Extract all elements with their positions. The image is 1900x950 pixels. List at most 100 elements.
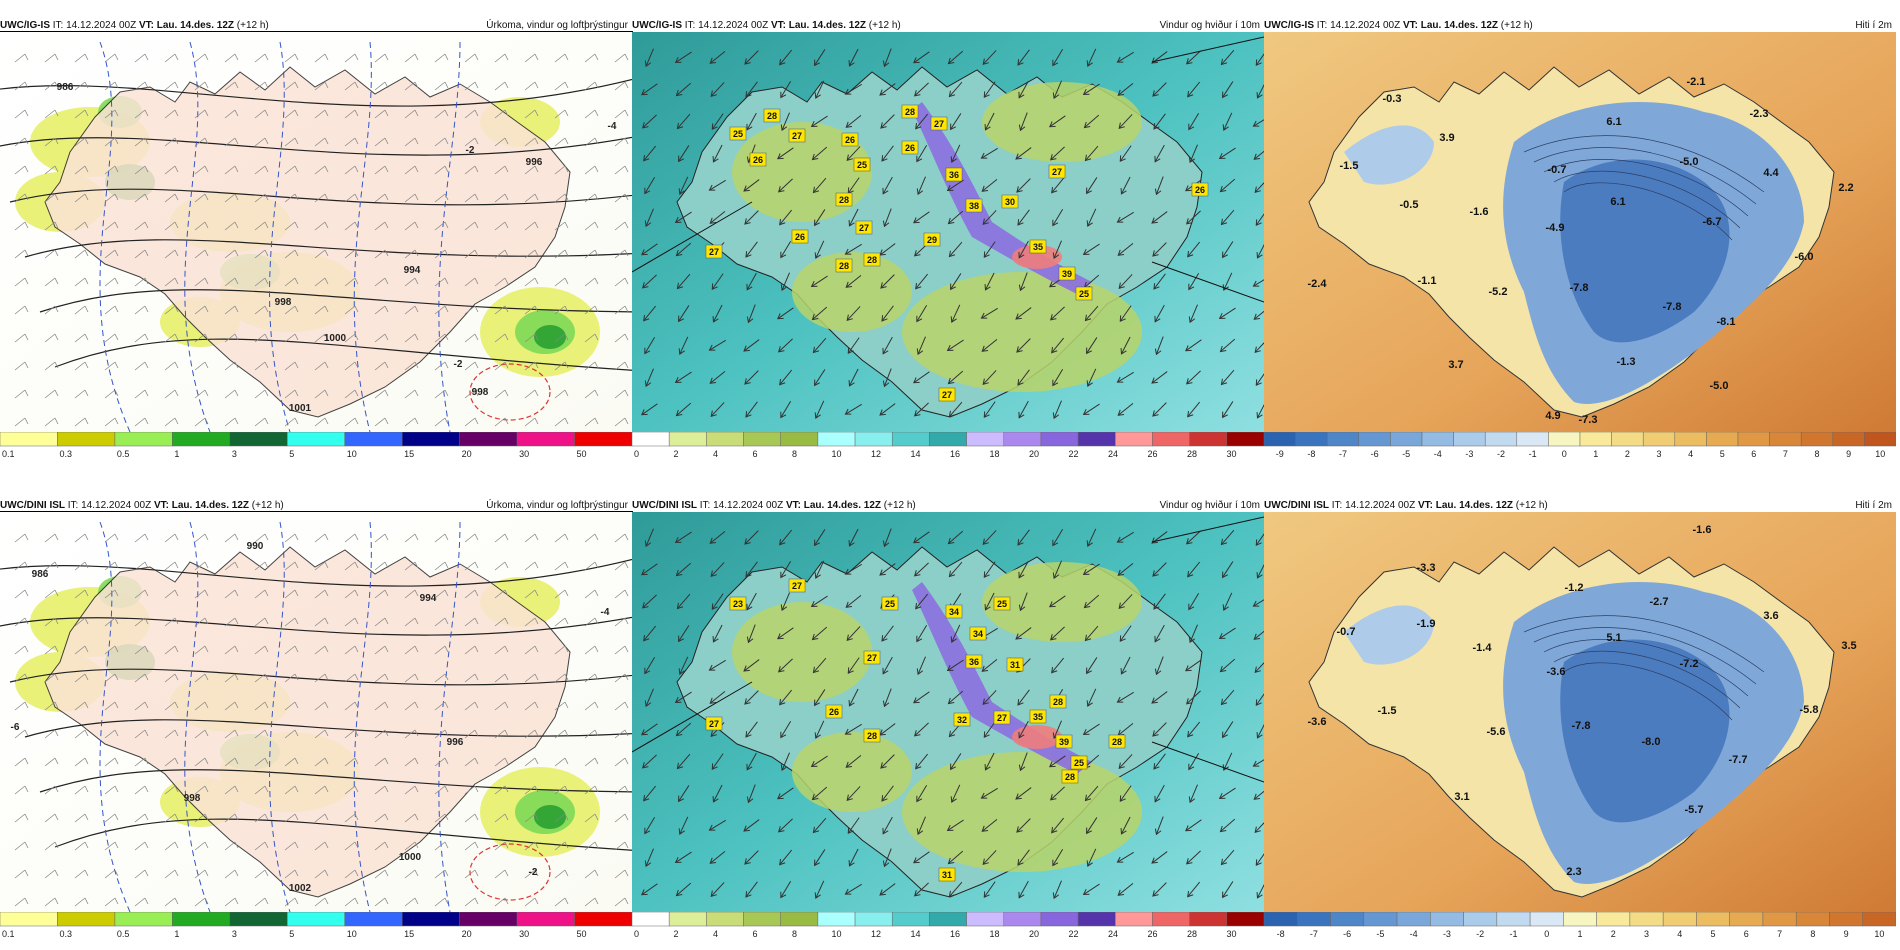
colorbar-tick: 4 [1677,929,1682,939]
colorbar-swatch [780,432,819,447]
colorbar-swatch [1563,912,1597,927]
temperature-label: -6.0 [1795,251,1814,263]
colorbar-swatch [1611,432,1644,447]
gust-label-box [965,198,983,213]
colorbar-tick: 0 [634,449,639,459]
colorbar-tick: 50 [577,929,587,939]
gust-label-box [835,192,853,207]
temperature-label: -7.3 [1579,414,1598,426]
colorbar-tick: 0.5 [117,449,130,459]
colorbar-swatch [1737,432,1770,447]
colorbar-tick: 50 [577,449,587,459]
gust-label-box [705,244,723,259]
gust-label: 39 [1062,269,1072,279]
gust-label: 23 [733,599,743,609]
gust-label-box [1075,286,1093,301]
colorbar-swatch [1548,432,1581,447]
colorbar-tick: 18 [990,929,1000,939]
temperature-label: -1.6 [1470,206,1489,218]
temperature-label: 3.6 [1763,610,1778,622]
gust-label: 28 [1065,772,1075,782]
colorbar-tick: 2 [674,929,679,939]
isobar-label: 996 [447,737,464,748]
gust-label: 36 [949,170,959,180]
gust-label-box [1001,194,1019,209]
colorbar-swatch [1496,912,1531,927]
gust-label-box [1108,734,1126,749]
colorbar-tick: 4 [713,449,718,459]
colorbar-swatch [1295,432,1328,447]
temperature-label: 2.3 [1566,866,1581,878]
colorbar-tick: 14 [911,929,921,939]
gust-label: 25 [857,160,867,170]
gust-label: 27 [867,653,877,663]
colorbar-tick: 6 [753,929,758,939]
colorbar-tick: 6 [753,449,758,459]
colorbar-tick: 8 [792,449,797,459]
colorbar-swatch [344,912,403,927]
panel-title: UWC/DINI ISL IT: 14.12.2024 00Z VT: Lau.… [632,480,1264,512]
colorbar-swatch [1363,912,1398,927]
colorbar-swatch [891,432,930,447]
colorbar-swatch [1189,432,1228,447]
colorbar-swatch [1152,432,1190,447]
colorbar-swatch [1226,912,1264,927]
colorbar-tick: 10 [1874,929,1884,939]
gust-label: 34 [973,629,983,639]
isobar-label: 994 [404,265,421,276]
colorbar-swatch [1040,912,1079,927]
colorbar-swatch [1226,432,1264,447]
init-time: IT: 14.12.2024 00Z [1331,500,1416,511]
gust-label: 25 [885,599,895,609]
valid-time: Lau. 14.des. 12Z [803,500,882,511]
colorbar-tick: -3 [1443,929,1451,939]
gust-label-box [853,157,871,172]
colorbar-swatch [172,912,231,927]
panel-title: UWC/DINI ISL IT: 14.12.2024 00Z VT: Lau.… [0,480,632,512]
colorbar-tick: -7 [1339,449,1347,459]
colorbar-swatch [172,432,231,447]
gust-label-box [930,116,948,131]
colorbar-swatch [344,432,403,447]
gust-label-box [901,104,919,119]
lead-time: (+12 h) [868,20,901,31]
gust-label: 27 [934,119,944,129]
colorbar-swatch [1696,912,1730,927]
temperature-label: -1.5 [1378,705,1397,717]
temperature-label: -0.5 [1400,199,1419,211]
valid-time: Lau. 14.des. 12Z [156,20,235,31]
model-name: UWC/DINI ISL [1264,500,1329,511]
init-time: IT: 14.12.2024 00Z [52,20,137,31]
temperature-label: -7.8 [1570,282,1589,294]
gust-label: 27 [792,131,802,141]
gust-label-box [1049,694,1067,709]
colorbar-swatch [1463,912,1498,927]
gust-label-box [1006,657,1024,672]
panel-igis-temp: UWC/IG-IS IT: 14.12.2024 00Z VT: Lau. 14… [1264,0,1896,460]
colorbar-swatch [1579,432,1612,447]
gust-label-box [993,710,1011,725]
valid-time-label: VT: [1402,20,1418,31]
gust-label-box [705,716,723,731]
colorbar-swatch [287,432,345,447]
gust-label-box [855,220,873,235]
colorbar-tick: -8 [1307,449,1315,459]
colorbar: 0 2 4 6 8 10 12 14 16 18 20 22 24 26 28 30 [632,432,1264,460]
init-time: IT: 14.12.2024 00Z [1316,20,1401,31]
colorbar-tick: -4 [1434,449,1442,459]
colorbar-swatch [1862,912,1896,927]
colorbar-tick: 0.1 [2,449,15,459]
temperature-label: -0.7 [1337,626,1356,638]
colorbar-tick: 8 [792,929,797,939]
gust-label: 28 [839,195,849,205]
colorbar-swatch [57,912,116,927]
gust-label-box [841,132,859,147]
colorbar-swatch [854,912,893,927]
isobar-label: 1000 [399,852,422,863]
colorbar-tick: 16 [950,449,960,459]
temperature-label: -1.5 [1340,160,1359,172]
valid-time-label: VT: [153,500,169,511]
valid-time-label: VT: [138,20,154,31]
gust-label: 25 [733,129,743,139]
gust-label: 29 [927,235,937,245]
